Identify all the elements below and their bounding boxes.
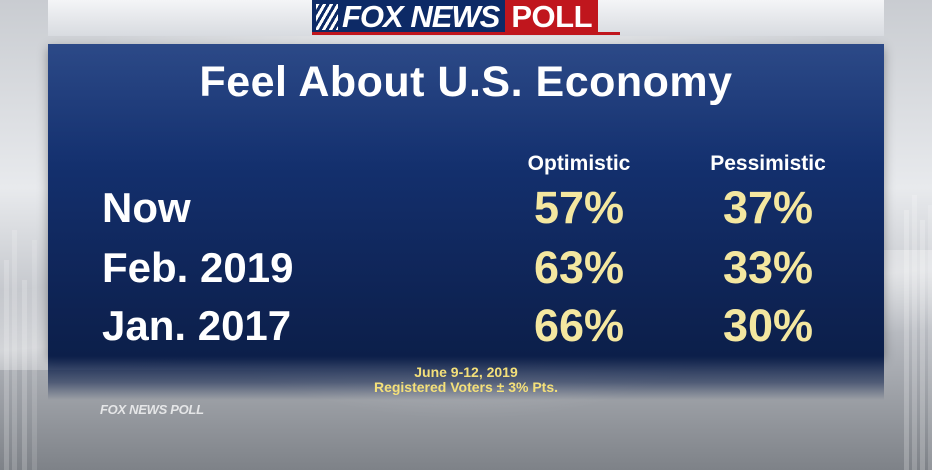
chart-title: Feel About U.S. Economy xyxy=(199,58,733,106)
footnote-dates: June 9-12, 2019 xyxy=(414,364,518,380)
watermark-logo: FOX NEWS POLL xyxy=(100,402,204,417)
background-bars-left xyxy=(0,0,48,470)
row-label-jan-2017: Jan. 2017 xyxy=(102,302,292,349)
value-feb-2019-pessimistic: 33% xyxy=(722,242,814,293)
fox-news-poll-logo: FOX NEWS POLL xyxy=(312,0,599,34)
logo-poll: POLL xyxy=(505,0,599,34)
logo-fox-news: FOX NEWS xyxy=(312,0,506,34)
logo-searchlight-icon xyxy=(316,4,338,30)
value-now-pessimistic: 37% xyxy=(722,182,814,233)
background-bars-right xyxy=(886,0,932,470)
panel-sheen xyxy=(48,44,884,356)
column-header-optimistic: Optimistic xyxy=(527,152,631,175)
logo-fox-news-text: FOX NEWS xyxy=(342,0,500,34)
row-label-feb-2019: Feb. 2019 xyxy=(102,244,294,291)
value-feb-2019-optimistic: 63% xyxy=(533,242,625,293)
value-jan-2017-pessimistic: 30% xyxy=(722,300,814,351)
logo-underline xyxy=(312,32,620,35)
value-now-optimistic: 57% xyxy=(533,182,625,233)
footnote-sample: Registered Voters ± 3% Pts. xyxy=(373,379,559,395)
column-header-pessimistic: Pessimistic xyxy=(710,152,826,175)
value-jan-2017-optimistic: 66% xyxy=(533,300,625,351)
footnote-band xyxy=(48,356,884,400)
row-label-now: Now xyxy=(102,184,191,231)
poll-panel xyxy=(48,44,884,356)
